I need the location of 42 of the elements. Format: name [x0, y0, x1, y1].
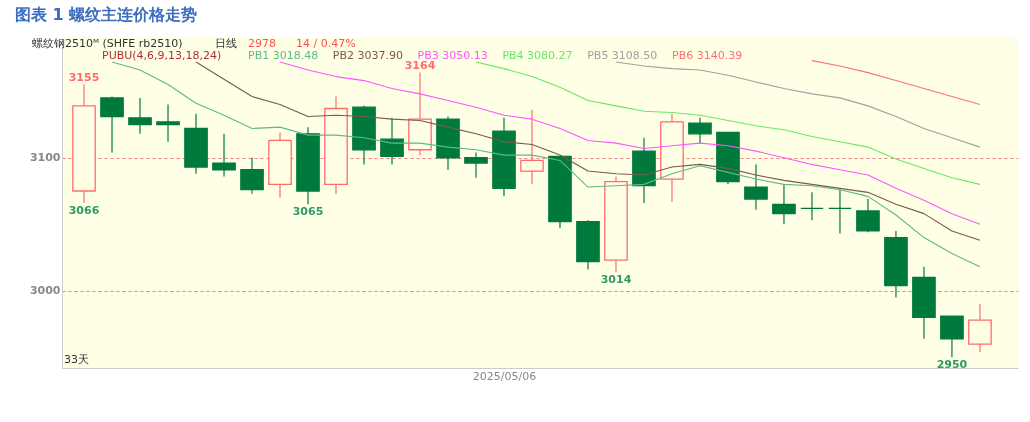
line-series: [811, 60, 981, 106]
candlestick: [744, 163, 768, 211]
text: PB1 3018.48: [248, 49, 319, 62]
annotation: 2978: [248, 37, 276, 50]
series-label: PB5 3108.50: [587, 49, 658, 62]
line-series: [475, 61, 981, 185]
y-tick-label: 3100: [29, 151, 61, 165]
x-tick-label: 2025/05/06: [472, 369, 537, 383]
chart-title: 图表 1 螺纹主连价格走势: [15, 5, 198, 24]
line-series: [195, 61, 981, 241]
candlestick: [240, 157, 264, 195]
annotation: 螺纹钢2510ᴹ (SHFE rb2510): [32, 37, 183, 50]
candlestick: [800, 191, 824, 221]
annotation: 3066: [68, 204, 100, 217]
legend-title: PUBU(4,6,9,13,18,24): [102, 49, 222, 62]
line-series: [111, 61, 981, 268]
candlestick: [856, 198, 880, 233]
annotation: 14 / 0.47%: [296, 37, 356, 50]
candlestick: [688, 117, 712, 144]
candlestick: [464, 151, 488, 179]
annotation: 3155: [68, 70, 100, 84]
annotation: 3014: [600, 273, 632, 287]
candlestick: [128, 97, 152, 135]
candlestick: [772, 183, 796, 225]
series-label: PB4 3080.27: [502, 49, 573, 62]
candlestick: [968, 303, 992, 353]
candlestick: [940, 315, 964, 358]
candlestick: [156, 103, 180, 143]
line-series: [615, 61, 981, 148]
annotation: 33天: [64, 353, 89, 366]
text: PB2 3037.90: [332, 49, 403, 62]
annotation: 日线: [215, 37, 237, 50]
annotation: 3065: [292, 205, 324, 219]
text: PB6 3140.39: [672, 49, 743, 62]
y-tick-label: 3000: [29, 284, 61, 298]
candlestick: [828, 189, 852, 235]
candlestick: [520, 109, 544, 185]
annotation: 2950: [936, 358, 968, 372]
candlestick: [100, 95, 124, 154]
line-series: [279, 61, 981, 225]
candlestick: [380, 117, 404, 166]
candlestick: [212, 133, 236, 177]
